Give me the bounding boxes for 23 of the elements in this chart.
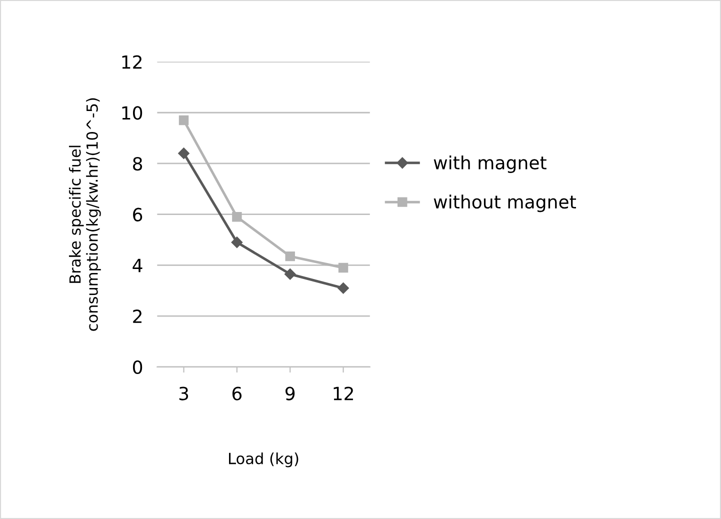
x-tick-label: 3 [179, 386, 188, 400]
point [178, 115, 189, 126]
y-tick-label: 4 [132, 258, 142, 272]
point [178, 148, 190, 159]
y-tick-label: 10 [122, 106, 142, 120]
y-tick-label: 12 [122, 55, 142, 69]
x-tick-label: 9 [286, 386, 295, 400]
legend-label: without magnet [434, 194, 576, 212]
point [231, 236, 243, 248]
point [285, 251, 295, 262]
y-axis-title: Brake specific fuel consumption(kg/kw.hr)(10^-5) [68, 98, 101, 331]
x-tick-label: 6 [232, 386, 242, 400]
point [338, 262, 348, 273]
x-tick-label: 12 [334, 386, 353, 400]
point [284, 268, 296, 280]
x-axis-title: Load (kg) [229, 452, 298, 468]
y-tick-label: 8 [133, 156, 142, 171]
y-tick-label: 2 [133, 310, 142, 323]
y-tick-label: 0 [132, 360, 142, 374]
legend-label: with magnet [434, 156, 546, 173]
point [232, 212, 242, 222]
point [338, 282, 349, 294]
y-tick-label: 6 [133, 208, 142, 222]
